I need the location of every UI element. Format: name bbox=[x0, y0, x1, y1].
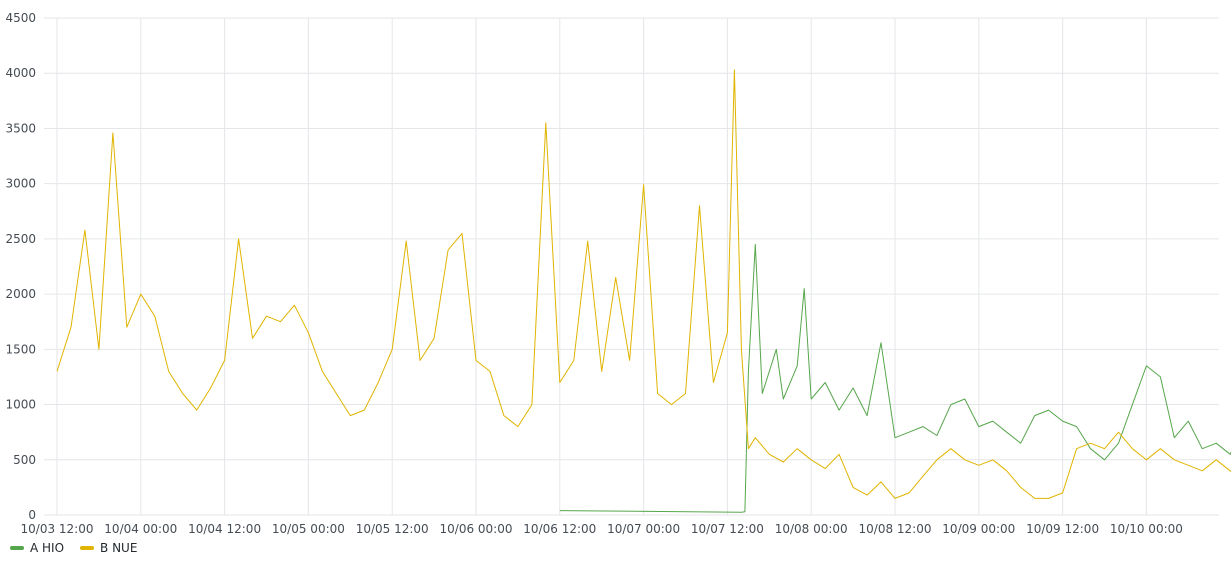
legend-item-a-hio[interactable]: A HIO bbox=[10, 541, 64, 555]
x-tick-label: 10/07 12:00 bbox=[691, 522, 764, 536]
y-tick-label: 3500 bbox=[5, 121, 36, 135]
x-tick-label: 10/05 12:00 bbox=[356, 522, 429, 536]
legend-swatch-a-hio bbox=[10, 546, 24, 550]
y-tick-label: 3000 bbox=[5, 177, 36, 191]
x-tick-label: 10/08 12:00 bbox=[859, 522, 932, 536]
x-tick-label: 10/10 00:00 bbox=[1110, 522, 1183, 536]
legend-swatch-b-nue bbox=[80, 546, 95, 550]
x-tick-label: 10/05 00:00 bbox=[272, 522, 345, 536]
x-tick-label: 10/09 12:00 bbox=[1026, 522, 1099, 536]
x-tick-label: 10/04 00:00 bbox=[104, 522, 177, 536]
x-tick-label: 10/03 12:00 bbox=[21, 522, 94, 536]
series-line-b-nue bbox=[56, 69, 1231, 499]
y-tick-label: 500 bbox=[13, 453, 36, 467]
x-tick-label: 10/09 00:00 bbox=[942, 522, 1015, 536]
y-tick-label: 4500 bbox=[5, 11, 36, 25]
x-tick-label: 10/06 00:00 bbox=[440, 522, 513, 536]
y-tick-label: 0 bbox=[28, 508, 36, 522]
legend-label-b-nue: B NUE bbox=[100, 541, 138, 555]
y-tick-label: 2500 bbox=[5, 232, 36, 246]
y-tick-label: 4000 bbox=[5, 66, 36, 80]
legend-item-b-nue[interactable]: B NUE bbox=[80, 541, 137, 555]
x-tick-label: 10/06 12:00 bbox=[523, 522, 596, 536]
x-tick-label: 10/04 12:00 bbox=[188, 522, 261, 536]
y-tick-label: 1500 bbox=[5, 342, 36, 356]
legend-label-a-hio: A HIO bbox=[30, 541, 65, 555]
series-line-a-hio bbox=[559, 243, 1231, 513]
legend: A HIO B NUE bbox=[10, 541, 137, 555]
y-tick-label: 1000 bbox=[5, 398, 36, 412]
line-chart: 0 500 1000 1500 2000 2500 3000 3500 4000 4500 10/0… bbox=[5, 11, 1231, 536]
y-tick-label: 2000 bbox=[5, 287, 36, 301]
x-tick-label: 10/08 00:00 bbox=[775, 522, 848, 536]
x-tick-label: 10/07 00:00 bbox=[607, 522, 680, 536]
